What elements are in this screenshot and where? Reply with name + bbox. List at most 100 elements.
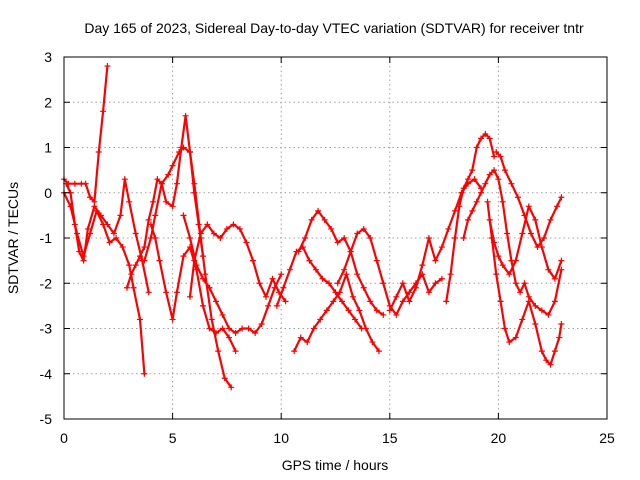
data-point-marker bbox=[375, 348, 382, 355]
data-point-marker bbox=[532, 302, 539, 309]
data-point-marker bbox=[219, 325, 226, 332]
series-pass-13 bbox=[386, 176, 485, 314]
data-point-marker bbox=[221, 375, 228, 382]
data-point-marker bbox=[497, 153, 504, 160]
data-point-marker bbox=[486, 135, 493, 142]
data-point-marker bbox=[265, 302, 272, 309]
data-point-marker bbox=[213, 330, 220, 337]
series-trace bbox=[62, 191, 146, 375]
data-point-marker bbox=[558, 266, 565, 273]
data-point-marker bbox=[308, 216, 315, 223]
data-point-marker bbox=[169, 316, 176, 323]
data-point-marker bbox=[232, 348, 239, 355]
data-point-marker bbox=[551, 298, 558, 305]
data-point-marker bbox=[158, 180, 165, 187]
data-point-marker bbox=[106, 239, 113, 246]
data-point-marker bbox=[443, 298, 450, 305]
data-point-marker bbox=[213, 298, 220, 305]
data-point-marker bbox=[447, 271, 454, 278]
data-point-marker bbox=[519, 230, 526, 237]
data-point-marker bbox=[215, 348, 222, 355]
series-trace bbox=[293, 273, 380, 353]
data-point-marker bbox=[130, 284, 137, 291]
y-tick-label: 2 bbox=[44, 94, 52, 110]
data-point-marker bbox=[373, 307, 380, 314]
data-point-marker bbox=[141, 370, 148, 377]
data-point-marker bbox=[297, 334, 304, 341]
data-point-marker bbox=[82, 180, 89, 187]
data-point-marker bbox=[438, 275, 445, 282]
data-point-marker bbox=[330, 298, 337, 305]
data-point-marker bbox=[252, 330, 259, 337]
data-point-marker bbox=[306, 257, 313, 264]
y-tick-label: -2 bbox=[40, 275, 53, 291]
data-point-marker bbox=[499, 198, 506, 205]
data-point-marker bbox=[469, 207, 476, 214]
data-point-marker bbox=[217, 235, 224, 241]
data-point-marker bbox=[186, 293, 193, 300]
data-point-marker bbox=[156, 257, 163, 264]
data-point-marker bbox=[551, 348, 558, 355]
series-pass-16 bbox=[484, 198, 565, 368]
data-point-marker bbox=[84, 225, 91, 232]
series-trace bbox=[297, 209, 385, 316]
x-tick-label: 25 bbox=[599, 430, 615, 446]
series-pass-11 bbox=[295, 207, 387, 318]
data-point-marker bbox=[204, 221, 211, 228]
data-point-marker bbox=[202, 271, 209, 278]
x-tick-label: 0 bbox=[60, 430, 68, 446]
data-point-marker bbox=[147, 221, 154, 228]
data-point-marker bbox=[425, 289, 432, 296]
data-point-marker bbox=[521, 280, 528, 287]
data-point-marker bbox=[91, 203, 98, 210]
data-point-marker bbox=[506, 271, 513, 278]
data-point-marker bbox=[538, 307, 545, 314]
series-pass-9 bbox=[291, 271, 382, 355]
data-point-marker bbox=[126, 198, 133, 205]
series-pass-18 bbox=[493, 149, 565, 251]
data-point-marker bbox=[399, 298, 406, 305]
data-point-marker bbox=[100, 108, 107, 115]
data-point-marker bbox=[491, 153, 498, 160]
data-point-marker bbox=[286, 266, 293, 273]
data-point-marker bbox=[165, 171, 172, 178]
y-tick-label: 3 bbox=[44, 49, 52, 65]
data-point-marker bbox=[495, 253, 502, 260]
data-point-marker bbox=[380, 311, 387, 318]
data-point-marker bbox=[499, 262, 506, 269]
data-point-marker bbox=[163, 289, 170, 296]
data-point-marker bbox=[393, 293, 400, 300]
data-point-marker bbox=[501, 325, 508, 332]
data-point-marker bbox=[71, 221, 78, 228]
data-point-marker bbox=[249, 257, 256, 264]
data-point-marker bbox=[291, 348, 298, 355]
data-point-marker bbox=[464, 216, 471, 223]
data-point-marker bbox=[419, 262, 426, 269]
data-point-marker bbox=[319, 275, 326, 282]
data-point-marker bbox=[484, 198, 491, 205]
data-point-marker bbox=[113, 235, 120, 241]
y-tick-label: 0 bbox=[44, 185, 52, 201]
data-point-marker bbox=[399, 280, 406, 287]
data-point-marker bbox=[219, 311, 226, 318]
x-tick-label: 5 bbox=[169, 430, 177, 446]
data-point-marker bbox=[169, 162, 176, 169]
data-point-marker bbox=[87, 194, 94, 201]
data-point-marker bbox=[226, 334, 233, 341]
data-point-marker bbox=[482, 130, 489, 137]
data-point-marker bbox=[380, 280, 387, 287]
series-pass-6 bbox=[147, 221, 239, 355]
data-point-marker bbox=[517, 289, 524, 296]
data-point-marker bbox=[197, 230, 204, 237]
data-point-marker bbox=[334, 239, 341, 246]
series-trace bbox=[62, 64, 109, 203]
data-point-marker bbox=[173, 180, 180, 187]
x-tick-labels: 0 5 10 15 20 25 bbox=[60, 430, 615, 446]
data-point-marker bbox=[97, 212, 104, 219]
data-point-marker bbox=[71, 180, 78, 187]
data-point-marker bbox=[245, 325, 252, 332]
data-point-marker bbox=[180, 212, 187, 219]
data-point-marker bbox=[191, 180, 198, 187]
data-point-marker bbox=[169, 203, 176, 210]
